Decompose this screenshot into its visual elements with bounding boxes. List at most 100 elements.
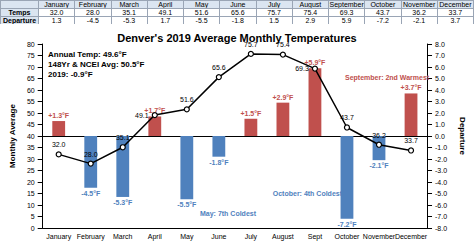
svg-text:Denver's 2019 Average Monthly: Denver's 2019 Average Monthly Temperatur… bbox=[117, 32, 356, 44]
svg-text:75: 75 bbox=[27, 52, 35, 59]
svg-text:-1.0: -1.0 bbox=[435, 144, 447, 151]
html-text:49.1: 49.1 bbox=[158, 9, 173, 16]
svg-text:70: 70 bbox=[27, 64, 35, 71]
html-text:July: July bbox=[267, 1, 281, 8]
svg-text:148Yr & NCEI Avg: 50.5°F: 148Yr & NCEI Avg: 50.5°F bbox=[48, 60, 145, 69]
svg-text:April: April bbox=[148, 233, 162, 241]
svg-text:-4.5°F: -4.5°F bbox=[81, 190, 101, 197]
svg-text:-2.0: -2.0 bbox=[435, 156, 447, 163]
svg-text:35.1: 35.1 bbox=[116, 134, 130, 141]
svg-text:2019: -0.9°F: 2019: -0.9°F bbox=[48, 70, 93, 79]
svg-text:+5.9°F: +5.9°F bbox=[304, 59, 326, 67]
svg-text:-4.0: -4.0 bbox=[435, 179, 447, 186]
svg-text:October: October bbox=[335, 233, 361, 240]
html-text:December: December bbox=[439, 1, 472, 8]
svg-text:36.2: 36.2 bbox=[372, 132, 386, 139]
svg-text:43.7: 43.7 bbox=[340, 114, 354, 121]
svg-text:25: 25 bbox=[27, 167, 35, 174]
svg-text:May: May bbox=[180, 233, 194, 241]
svg-text:30: 30 bbox=[27, 156, 35, 163]
svg-text:-6.0: -6.0 bbox=[435, 202, 447, 209]
svg-text:45: 45 bbox=[27, 121, 35, 128]
svg-text:5: 5 bbox=[31, 213, 35, 220]
html-text:April: April bbox=[158, 1, 173, 8]
svg-text:65.6: 65.6 bbox=[212, 64, 226, 71]
svg-text:May: 7th Coldest: May: 7th Coldest bbox=[200, 210, 257, 218]
html-text:28.0: 28.0 bbox=[86, 9, 100, 16]
svg-text:November: November bbox=[363, 233, 396, 240]
svg-text:Sept: Sept bbox=[308, 233, 322, 241]
svg-text:32.0: 32.0 bbox=[52, 141, 66, 148]
svg-text:December: December bbox=[395, 233, 428, 240]
svg-text:Monthly Average: Monthly Average bbox=[8, 104, 17, 168]
svg-text:75.4: 75.4 bbox=[276, 41, 290, 49]
svg-text:-5.0: -5.0 bbox=[435, 190, 447, 197]
svg-text:+1.5°F: +1.5°F bbox=[240, 110, 262, 117]
svg-text:March: March bbox=[113, 233, 133, 240]
svg-text:40: 40 bbox=[27, 133, 35, 140]
svg-text:July: July bbox=[245, 233, 258, 241]
svg-text:80: 80 bbox=[27, 41, 35, 48]
svg-text:Annual Temp: 49.6°F: Annual Temp: 49.6°F bbox=[48, 50, 127, 59]
svg-text:10: 10 bbox=[27, 202, 35, 209]
svg-text:4.0: 4.0 bbox=[435, 87, 445, 94]
html-text:35.1: 35.1 bbox=[122, 9, 136, 16]
svg-text:October: 4th Coldest: October: 4th Coldest bbox=[273, 190, 343, 197]
svg-text:+1.3°F: +1.3°F bbox=[48, 112, 70, 119]
svg-text:September: 2nd Warmest: September: 2nd Warmest bbox=[345, 74, 430, 82]
svg-text:+3.7°F: +3.7°F bbox=[401, 84, 423, 91]
svg-text:51.6: 51.6 bbox=[180, 96, 194, 103]
html-text:January: January bbox=[44, 1, 70, 8]
svg-text:3.0: 3.0 bbox=[435, 98, 445, 105]
svg-text:-8.0: -8.0 bbox=[435, 225, 447, 232]
svg-text:Departure: Departure bbox=[458, 117, 467, 155]
svg-text:69.3: 69.3 bbox=[295, 65, 309, 72]
svg-text:33.7: 33.7 bbox=[404, 137, 418, 144]
html-text:Temps: Temps bbox=[8, 9, 31, 16]
svg-text:-2.1°F: -2.1°F bbox=[369, 162, 389, 169]
html-text:75.4: 75.4 bbox=[303, 9, 318, 16]
svg-text:+2.9°F: +2.9°F bbox=[272, 94, 294, 101]
html-text:51.6: 51.6 bbox=[194, 9, 209, 16]
svg-text:8.0: 8.0 bbox=[435, 41, 445, 48]
svg-text:60: 60 bbox=[27, 87, 35, 94]
html-text:32.0: 32.0 bbox=[49, 9, 64, 16]
svg-text:49.1: 49.1 bbox=[135, 112, 149, 119]
svg-text:June: June bbox=[211, 233, 226, 240]
svg-text:2.0: 2.0 bbox=[435, 110, 445, 117]
svg-text:55: 55 bbox=[27, 98, 35, 105]
html-text:February: February bbox=[78, 1, 107, 8]
html-text:March: March bbox=[119, 1, 139, 8]
svg-text:65: 65 bbox=[27, 75, 35, 82]
svg-text:75.7: 75.7 bbox=[244, 40, 258, 48]
svg-text:-7.2°F: -7.2°F bbox=[337, 221, 357, 228]
html-text:69.3: 69.3 bbox=[339, 9, 354, 16]
svg-text:February: February bbox=[77, 233, 106, 241]
html-text:August: August bbox=[299, 1, 322, 8]
svg-text:August: August bbox=[272, 233, 294, 241]
svg-text:-1.8°F: -1.8°F bbox=[209, 159, 229, 166]
svg-text:20: 20 bbox=[27, 179, 35, 186]
svg-text:0.0: 0.0 bbox=[435, 133, 445, 140]
html-text:November: November bbox=[403, 1, 436, 8]
svg-text:-5.5°F: -5.5°F bbox=[177, 201, 197, 208]
html-text:June: June bbox=[230, 1, 246, 8]
svg-text:5.0: 5.0 bbox=[435, 75, 445, 82]
svg-text:-5.3°F: -5.3°F bbox=[113, 199, 133, 206]
svg-text:1.0: 1.0 bbox=[435, 121, 445, 128]
svg-text:50: 50 bbox=[27, 110, 35, 117]
html-text:May: May bbox=[195, 1, 209, 8]
svg-text:15: 15 bbox=[27, 190, 35, 197]
svg-text:-7.0: -7.0 bbox=[435, 213, 447, 220]
svg-text:28.0: 28.0 bbox=[84, 151, 98, 158]
svg-text:6.0: 6.0 bbox=[435, 64, 445, 71]
svg-text:35: 35 bbox=[27, 144, 35, 151]
svg-text:0: 0 bbox=[31, 225, 35, 232]
svg-text:January: January bbox=[46, 233, 71, 241]
html-text:65.6: 65.6 bbox=[231, 9, 245, 16]
svg-text:7.0: 7.0 bbox=[435, 52, 445, 59]
html-text:September: September bbox=[329, 1, 364, 8]
svg-text:-3.0: -3.0 bbox=[435, 167, 447, 174]
html-text:October: October bbox=[370, 1, 396, 8]
html-text:75.7: 75.7 bbox=[267, 9, 281, 16]
